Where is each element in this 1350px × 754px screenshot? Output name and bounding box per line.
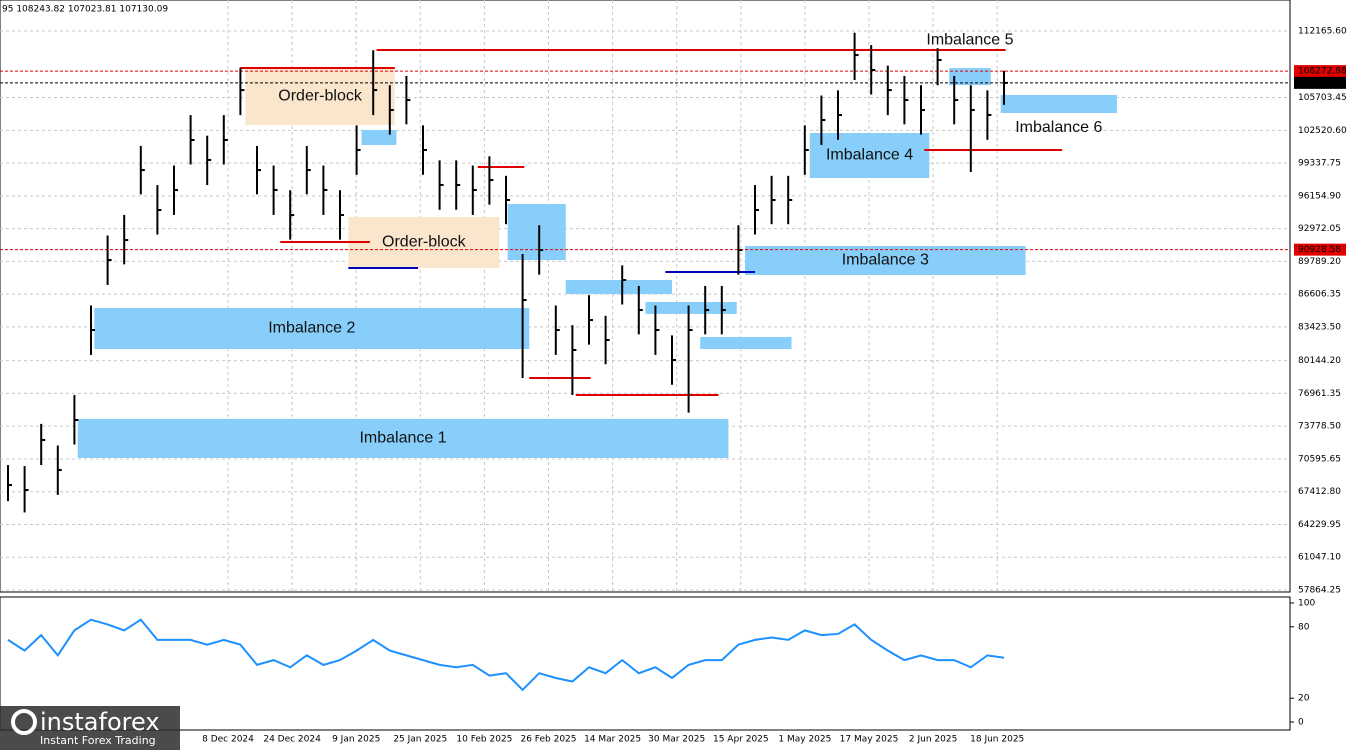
price-label-box (1294, 76, 1346, 89)
zone (949, 68, 991, 86)
indicator-tick-label: 20 (1298, 694, 1310, 704)
y-tick-label: 67412.80 (1298, 487, 1341, 497)
zone-label: Imbalance 6 (1015, 119, 1102, 136)
x-tick-label: 18 Jun 2025 (970, 735, 1024, 745)
y-tick-label: 70595.65 (1298, 454, 1341, 464)
y-tick-label: 102520.60 (1298, 126, 1347, 136)
indicator-tick-label: 0 (1298, 718, 1304, 728)
x-tick-label: 8 Dec 2024 (202, 735, 254, 745)
indicator-tick-label: 80 (1298, 622, 1310, 632)
y-tick-label: 86606.35 (1298, 290, 1341, 300)
y-tick-label: 89789.20 (1298, 257, 1341, 267)
y-tick-label: 99337.75 (1298, 159, 1341, 169)
y-tick-label: 96154.90 (1298, 191, 1341, 201)
price-label: 90928.58 (1298, 245, 1341, 255)
x-tick-label: 30 Mar 2025 (648, 735, 705, 745)
indicator-tick-label: 100 (1298, 599, 1315, 609)
zone (361, 130, 397, 146)
x-tick-label: 9 Jan 2025 (332, 735, 380, 745)
watermark-tagline: Instant Forex Trading (40, 734, 156, 747)
y-tick-label: 83423.50 (1298, 322, 1341, 332)
x-tick-label: 2 Jun 2025 (909, 735, 957, 745)
watermark-icon (11, 709, 37, 735)
zone (507, 204, 566, 261)
zone (348, 216, 500, 268)
indicator-frame (0, 596, 1291, 731)
zone (94, 307, 530, 349)
zone (565, 279, 672, 294)
zone (245, 68, 395, 125)
plot-frame (0, 0, 1291, 593)
x-tick-label: 14 Mar 2025 (584, 735, 641, 745)
price-label: 107130.09 (1298, 78, 1347, 88)
x-tick-label: 1 May 2025 (778, 735, 831, 745)
zone-label: Imbalance 2 (268, 320, 355, 337)
zone-label: Order-block (382, 234, 467, 251)
x-tick-label: 15 Apr 2025 (713, 735, 769, 745)
x-tick-label: 26 Feb 2025 (520, 735, 576, 745)
indicator-line (7, 618, 1005, 692)
price-label: 108272.88 (1298, 67, 1347, 77)
zone (645, 302, 737, 314)
price-label-box (1294, 243, 1346, 256)
zone-label: Imbalance 4 (826, 147, 913, 164)
zone (700, 337, 792, 349)
zone (745, 246, 1026, 275)
zone-label: Imbalance 1 (359, 430, 446, 447)
y-tick-label: 64229.95 (1298, 520, 1341, 530)
y-tick-label: 92972.05 (1298, 224, 1341, 234)
y-tick-label: 105703.45 (1298, 93, 1347, 103)
zone (77, 418, 729, 458)
price-label-box (1294, 65, 1346, 78)
y-tick-label: 57864.25 (1298, 586, 1341, 596)
y-tick-label: 76961.35 (1298, 389, 1341, 399)
x-tick-label: 24 Dec 2024 (263, 735, 321, 745)
zone-label: Order-block (278, 88, 363, 105)
y-tick-label: 61047.10 (1298, 553, 1341, 563)
zone (1000, 95, 1117, 114)
watermark-brand: instaforex (40, 708, 160, 736)
x-tick-label: 17 May 2025 (840, 735, 899, 745)
header: 95 108243.82 107023.81 107130.09 (2, 5, 168, 15)
y-tick-label: 112165.60 (1298, 27, 1347, 37)
y-tick-label: 80144.20 (1298, 356, 1341, 366)
y-tick-label: 73778.50 (1298, 422, 1341, 432)
x-tick-label: 25 Jan 2025 (393, 735, 447, 745)
x-tick-label: 10 Feb 2025 (456, 735, 512, 745)
zone-label: Imbalance 5 (926, 31, 1013, 48)
zone-label: Imbalance 3 (842, 252, 929, 269)
zone (809, 132, 930, 178)
